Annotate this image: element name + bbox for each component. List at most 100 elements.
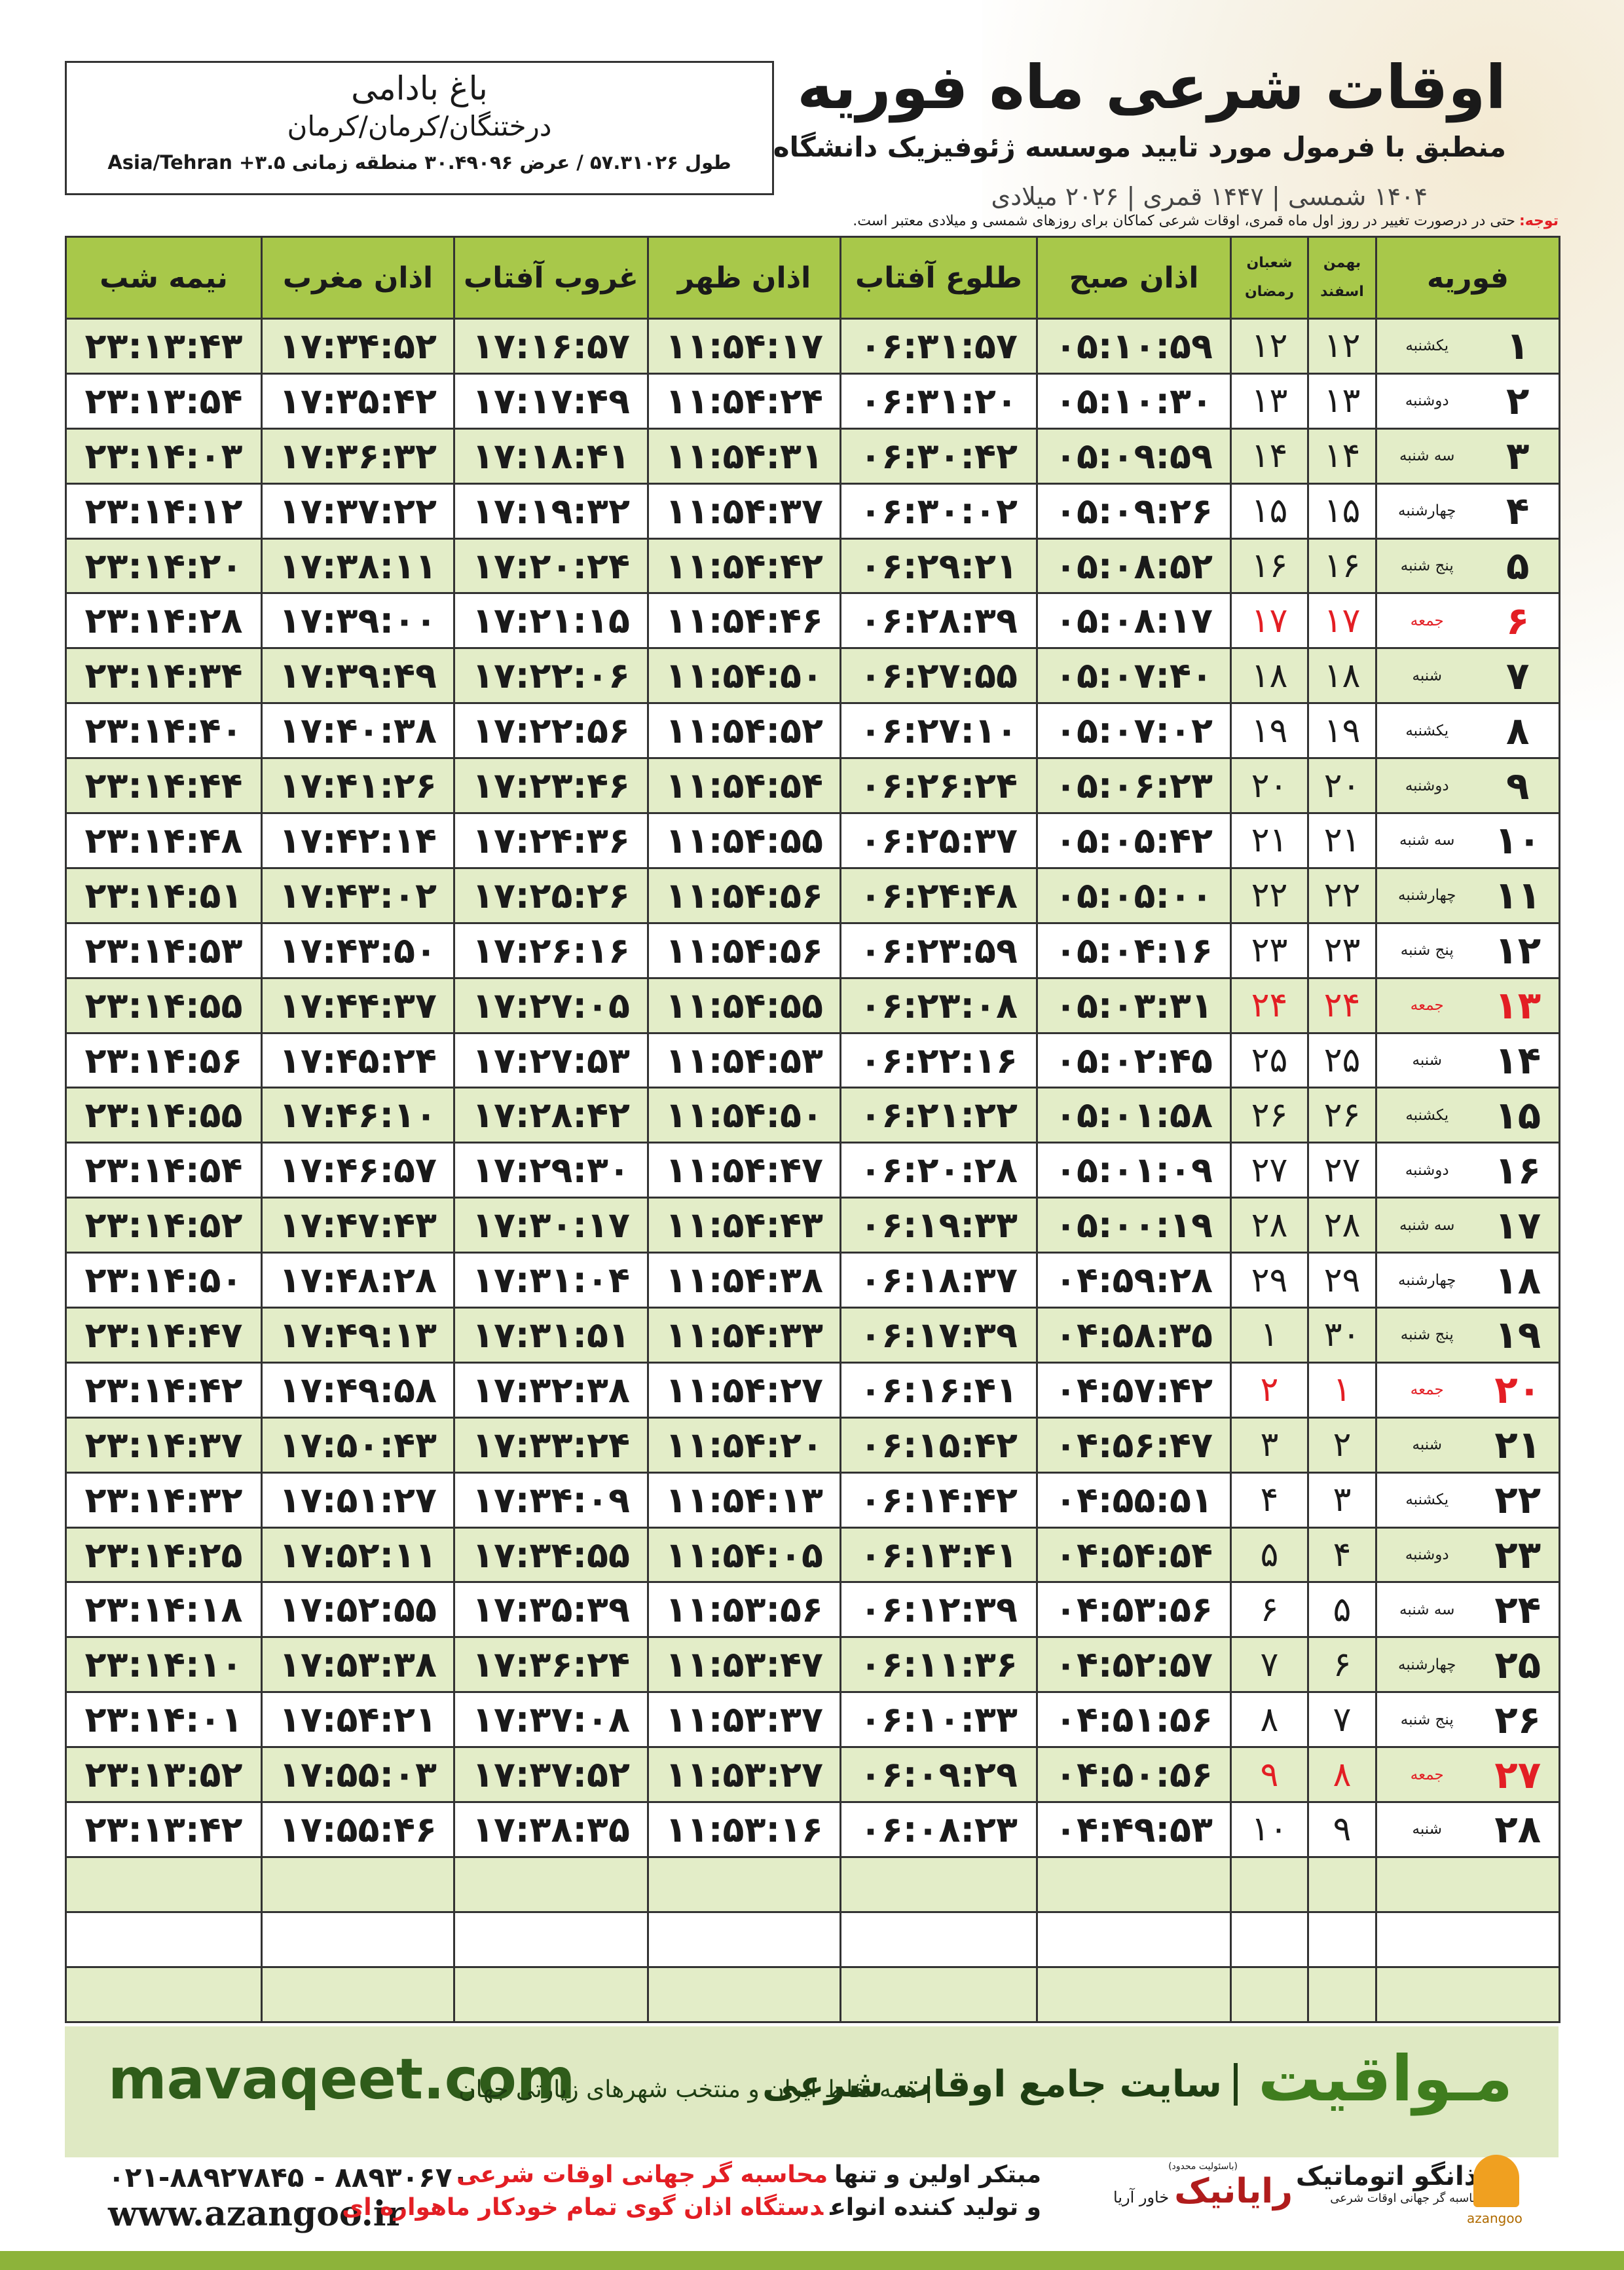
table-row: ۱۵ یکشنبه ۲۶ ۲۶ ۰۵:۰۱:۵۸ ۰۶:۲۱:۲۲ ۱۱:۵۴:۵۰ ۱۷:۲… — [65, 1087, 1560, 1144]
dhuhr: ۱۱:۵۳:۳۷ — [647, 1691, 841, 1749]
sunrise: ۰۶:۲۵:۳۷ — [840, 812, 1038, 869]
sunset: ۱۷:۱۸:۴۱ — [453, 427, 649, 485]
sunrise: ۰۶:۲۶:۲۴ — [840, 757, 1038, 815]
table-row: ۸ یکشنبه ۱۹ ۱۹ ۰۵:۰۷:۰۲ ۰۶:۲۷:۱۰ ۱۱:۵۴:۵۲ ۱۷:۲۲… — [65, 702, 1560, 760]
sunset: ۱۷:۲۴:۳۶ — [453, 812, 649, 869]
dhuhr: ۱۱:۵۴:۵۶ — [647, 866, 841, 924]
day-number: ۳ — [1477, 427, 1560, 485]
lunar-day: ۱۰ — [1230, 1801, 1309, 1858]
table-row: ۱۸ چهارشنبه ۲۹ ۲۹ ۰۴:۵۹:۲۸ ۰۶:۱۸:۳۷ ۱۱:۵۴:۳۸ ۱۷… — [65, 1252, 1560, 1309]
weekday: چهارشنبه — [1375, 866, 1477, 924]
fajr: ۰۴:۵۲:۵۷ — [1036, 1636, 1232, 1694]
fajr: ۰۵:۰۹:۲۶ — [1036, 482, 1232, 540]
day-number: ۸ — [1477, 702, 1560, 760]
weekday: پنج شنبه — [1375, 1307, 1477, 1364]
location-coordinates: طول ۵۷.۳۱۰۲۶ / عرض ۳۰.۴۹۰۹۶ منطقه زمانی … — [107, 151, 731, 174]
weekday: چهارشنبه — [1375, 482, 1477, 540]
table-row: ۱۱ چهارشنبه ۲۲ ۲۲ ۰۵:۰۵:۰۰ ۰۶:۲۴:۴۸ ۱۱:۵۴:۵۶ ۱۷… — [65, 866, 1560, 924]
dhuhr: ۱۱:۵۳:۵۶ — [647, 1581, 841, 1639]
empty-cell — [1230, 1910, 1309, 1968]
sunrise: ۰۶:۲۱:۲۲ — [840, 1087, 1038, 1144]
empty-cell — [840, 1910, 1038, 1968]
solar-day: ۱۳ — [1307, 372, 1377, 430]
day-number: ۲ — [1477, 372, 1560, 430]
dhuhr: ۱۱:۵۴:۴۳ — [647, 1197, 841, 1254]
maghrib: ۱۷:۵۵:۰۳ — [261, 1746, 455, 1804]
tagline: و تولید کننده انواعدستگاه اذان گوی تمام … — [342, 2194, 1041, 2221]
empty-cell — [453, 1855, 649, 1913]
dhuhr: ۱۱:۵۳:۲۷ — [647, 1746, 841, 1804]
logo-subtext: محاسبه گر جهانی اوقات شرعی — [1330, 2191, 1486, 2205]
fajr: ۰۴:۵۱:۵۶ — [1036, 1691, 1232, 1749]
page-title: اوقات شرعی ماه فوریه — [797, 52, 1506, 122]
location-region: درختنگان/کرمان/کرمان — [287, 110, 552, 142]
weekday: سه شنبه — [1375, 1197, 1477, 1254]
sunrise: ۰۶:۲۴:۴۸ — [840, 866, 1038, 924]
maghrib: ۱۷:۴۱:۲۶ — [261, 757, 455, 815]
solar-day: ۲۵ — [1307, 1032, 1377, 1089]
midnight: ۲۳:۱۴:۰۳ — [65, 427, 263, 485]
lunar-day: ۱ — [1230, 1307, 1309, 1364]
header-lunar: شعبان رمضان — [1230, 236, 1309, 320]
day-number: ۱۱ — [1477, 866, 1560, 924]
weekday: یکشنبه — [1375, 702, 1477, 760]
sunset: ۱۷:۳۷:۵۲ — [453, 1746, 649, 1804]
slogan: سایت جامع اوقات شرعی — [762, 2063, 1238, 2106]
fajr: ۰۵:۰۲:۴۵ — [1036, 1032, 1232, 1089]
fajr: ۰۵:۰۸:۱۷ — [1036, 592, 1232, 650]
lunar-day: ۳ — [1230, 1416, 1309, 1474]
maghrib: ۱۷:۴۳:۰۲ — [261, 866, 455, 924]
fajr: ۰۴:۵۴:۵۴ — [1036, 1526, 1232, 1584]
dhuhr: ۱۱:۵۴:۴۲ — [647, 537, 841, 595]
table-row: ۱۲ پنج شنبه ۲۳ ۲۳ ۰۵:۰۴:۱۶ ۰۶:۲۳:۵۹ ۱۱:۵۴:۵۶ ۱۷… — [65, 921, 1560, 979]
midnight: ۲۳:۱۴:۱۸ — [65, 1581, 263, 1639]
weekday: دوشنبه — [1375, 757, 1477, 815]
dhuhr: ۱۱:۵۴:۵۲ — [647, 702, 841, 760]
weekday: پنج شنبه — [1375, 921, 1477, 979]
solar-day: ۲۴ — [1307, 977, 1377, 1034]
empty-cell — [1477, 1910, 1560, 1968]
day-number: ۱۸ — [1477, 1252, 1560, 1309]
sunrise: ۰۶:۲۷:۱۰ — [840, 702, 1038, 760]
empty-cell — [1307, 1855, 1377, 1913]
solar-day: ۱۹ — [1307, 702, 1377, 760]
sunset: ۱۷:۲۷:۵۳ — [453, 1032, 649, 1089]
header-time: نیمه شب — [65, 236, 263, 320]
sunset: ۱۷:۱۷:۴۹ — [453, 372, 649, 430]
lunar-day: ۱۳ — [1230, 372, 1309, 430]
lunar-day: ۱۲ — [1230, 318, 1309, 375]
day-number: ۱ — [1477, 318, 1560, 375]
header-solar-label: بهمن — [1323, 255, 1361, 271]
dhuhr: ۱۱:۵۴:۳۳ — [647, 1307, 841, 1364]
sunrise: ۰۶:۱۳:۴۱ — [840, 1526, 1038, 1584]
day-number: ۱۵ — [1477, 1087, 1560, 1144]
fajr: ۰۵:۰۷:۴۰ — [1036, 647, 1232, 705]
table-row: ۲۳ دوشنبه ۴ ۵ ۰۴:۵۴:۵۴ ۰۶:۱۳:۴۱ ۱۱:۵۴:۰۵ ۱۷:۳۴:… — [65, 1526, 1560, 1584]
day-number: ۶ — [1477, 592, 1560, 650]
solar-day: ۷ — [1307, 1691, 1377, 1749]
sunrise: ۰۶:۱۹:۳۳ — [840, 1197, 1038, 1254]
fajr: ۰۵:۰۶:۲۳ — [1036, 757, 1232, 815]
header-time: اذان ظهر — [647, 236, 841, 320]
maghrib: ۱۷:۴۵:۲۴ — [261, 1032, 455, 1089]
midnight: ۲۳:۱۴:۳۲ — [65, 1471, 263, 1529]
fajr: ۰۴:۵۹:۲۸ — [1036, 1252, 1232, 1309]
solar-day: ۱۲ — [1307, 318, 1377, 375]
fajr: ۰۵:۰۰:۱۹ — [1036, 1197, 1232, 1254]
sunset: ۱۷:۳۴:۰۹ — [453, 1471, 649, 1529]
day-number: ۲۱ — [1477, 1416, 1560, 1474]
day-number: ۲۲ — [1477, 1471, 1560, 1529]
fajr: ۰۵:۰۱:۵۸ — [1036, 1087, 1232, 1144]
dhuhr: ۱۱:۵۳:۴۷ — [647, 1636, 841, 1694]
lunar-day: ۲۸ — [1230, 1197, 1309, 1254]
dhuhr: ۱۱:۵۴:۱۷ — [647, 318, 841, 375]
fajr: ۰۵:۰۷:۰۲ — [1036, 702, 1232, 760]
dhuhr: ۱۱:۵۴:۰۵ — [647, 1526, 841, 1584]
header-lunar-label: رمضان — [1244, 284, 1294, 300]
day-number: ۲۴ — [1477, 1581, 1560, 1639]
midnight: ۲۳:۱۴:۲۰ — [65, 537, 263, 595]
sunrise: ۰۶:۲۷:۵۵ — [840, 647, 1038, 705]
weekday: جمعه — [1375, 592, 1477, 650]
table-row: ۷ شنبه ۱۸ ۱۸ ۰۵:۰۷:۴۰ ۰۶:۲۷:۵۵ ۱۱:۵۴:۵۰ ۱۷:۲۲:۰… — [65, 647, 1560, 705]
solar-day: ۲۱ — [1307, 812, 1377, 869]
